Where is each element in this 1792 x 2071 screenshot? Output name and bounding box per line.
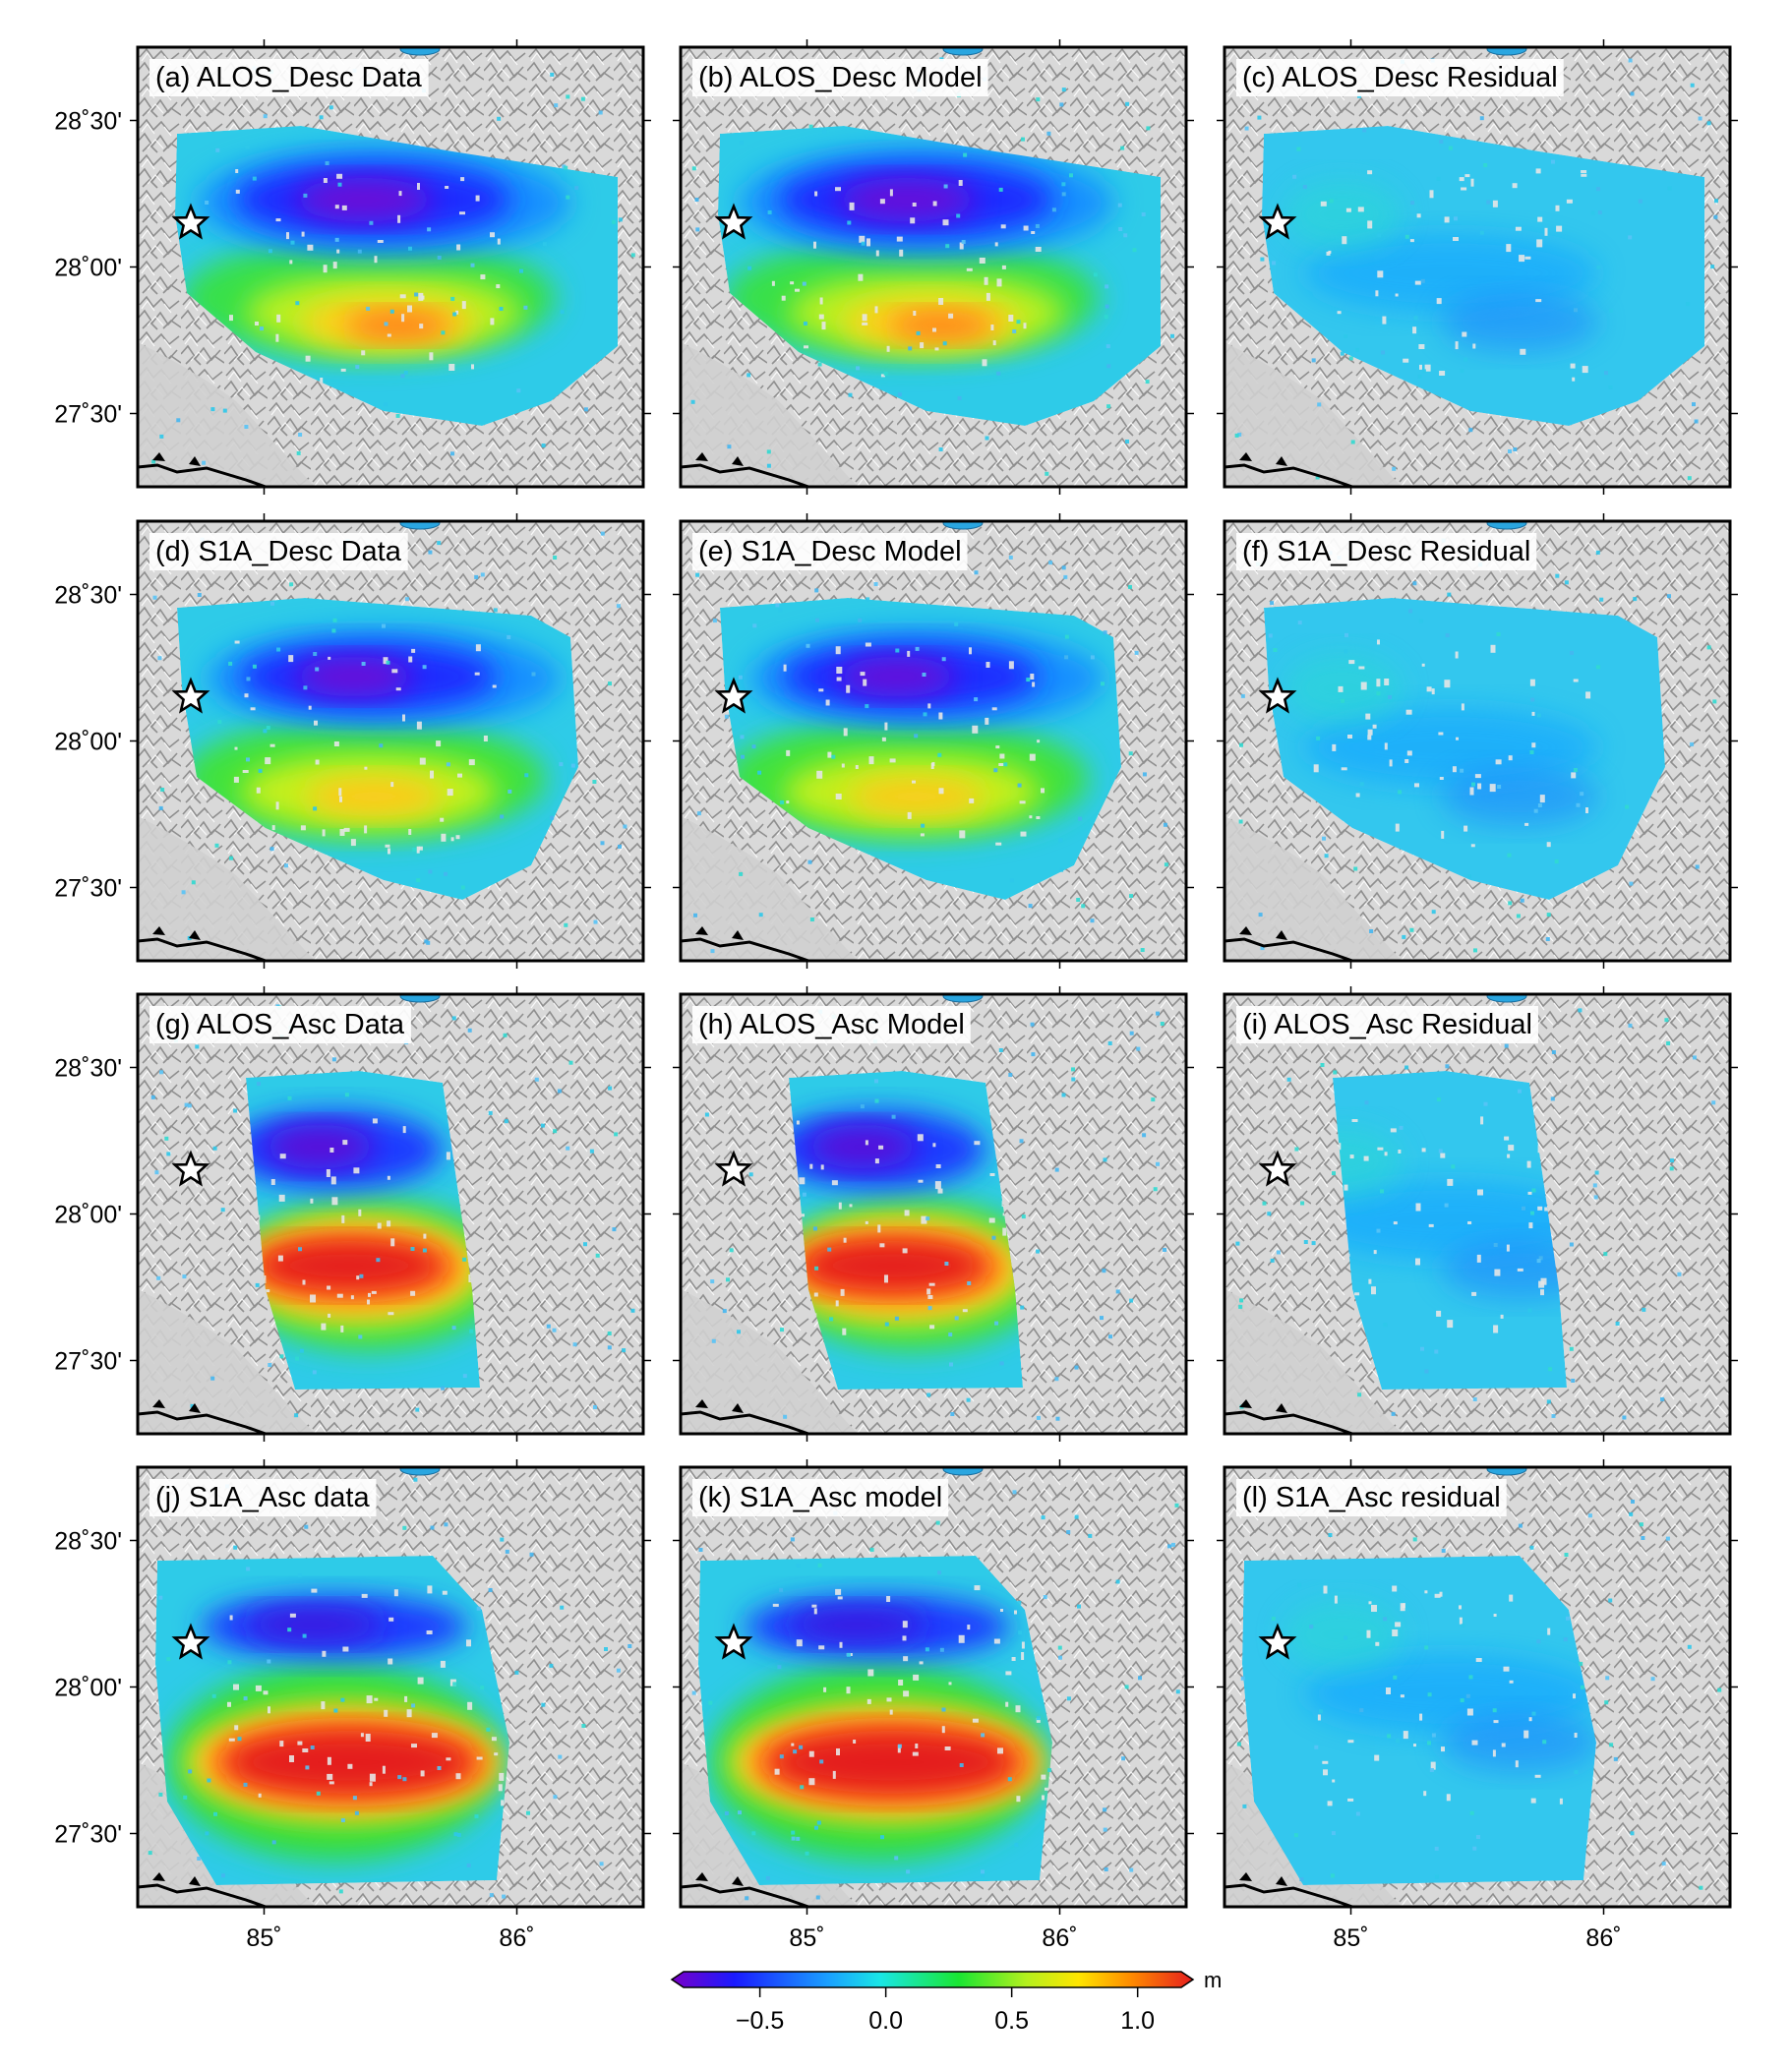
lat-tick-label: 27˚30' [54,1348,122,1376]
lat-tick-label: 28˚30' [54,108,122,136]
map-panel-l: (l) S1A_Asc residual 85˚ 86˚ [1217,1459,1738,1952]
panel-title: (f) S1A_Desc Residual [1242,536,1530,567]
border-line [138,1883,267,1907]
map-panel-h: (h) ALOS_Asc Model [673,986,1194,1442]
border-line [681,1883,809,1907]
lat-tick-label: 28˚00' [54,1675,122,1702]
lake-icon [1486,521,1527,530]
colorbar: −0.5 0.0 0.5 1.0 m [670,1968,1222,2035]
lake-icon [942,47,984,56]
displacement-field [152,531,627,945]
border-line [1225,1410,1353,1434]
displacement-field [693,547,1168,954]
colorbar-tick-label: −0.5 [736,2007,784,2035]
displacement-field [690,57,1174,476]
border-line [681,1410,809,1434]
lat-tick-label: 28˚00' [54,1202,122,1229]
map-panel-j: (j) S1A_Asc data 28˚30' 28˚00' 27˚30' 85˚ 86˚ [54,1459,651,1952]
lat-tick-label: 28˚30' [54,1528,122,1556]
map-panel-c: (c) ALOS_Desc Residual [1217,39,1738,495]
lon-tick-label: 85˚ [246,1924,281,1952]
lat-tick-label: 28˚00' [54,255,122,282]
border-line [1225,463,1353,487]
panel-title: (k) S1A_Asc model [698,1482,942,1513]
displacement-field [1235,1008,1716,1420]
lat-tick-label: 28˚00' [54,729,122,756]
panel-title: (g) ALOS_Asc Data [155,1009,405,1040]
lat-tick-label: 27˚30' [54,875,122,903]
lat-tick-label: 28˚30' [54,1055,122,1083]
panel-title: (a) ALOS_Desc Data [155,62,423,93]
border-line [138,1410,267,1434]
panel-grid: (a) ALOS_Desc Data 28˚30' 28˚00' 27˚30' (b) … [54,39,1738,1952]
displacement-field [1236,1482,1722,1890]
lake-icon [399,521,441,530]
lake-icon [1486,1467,1527,1476]
colorbar-tick-label: 0.5 [994,2007,1029,2035]
lake-icon [942,994,984,1003]
lat-tick-label: 28˚30' [54,582,122,610]
lat-tick-label: 27˚30' [54,1821,122,1849]
map-panel-b: (b) ALOS_Desc Model [673,39,1194,495]
map-panel-d: (d) S1A_Desc Data 28˚30' 28˚00' 27˚30' [54,513,651,969]
colorbar-tick-label: 0.0 [868,2007,903,2035]
border-line [1225,1883,1353,1907]
lake-icon [1486,47,1527,56]
displacement-field [151,66,635,465]
lake-icon [942,1467,984,1476]
displacement-field [150,1004,635,1418]
panel-title: (c) ALOS_Desc Residual [1242,62,1558,93]
displacement-field [1234,58,1718,481]
map-panel-f: (f) S1A_Desc Residual [1217,513,1738,969]
lake-icon [942,521,984,530]
panel-title: (e) S1A_Desc Model [698,536,962,567]
lake-icon [1486,994,1527,1003]
lon-tick-label: 85˚ [1333,1924,1368,1952]
colorbar-ticks: −0.5 0.0 0.5 1.0 [736,1987,1155,2035]
map-panel-i: (i) ALOS_Asc Residual [1217,986,1738,1442]
lon-tick-label: 86˚ [1042,1924,1077,1952]
map-panel-g: (g) ALOS_Asc Data 28˚30' 28˚00' 27˚30' [54,986,651,1442]
panel-title: (d) S1A_Desc Data [155,536,402,567]
panel-title: (h) ALOS_Asc Model [698,1009,965,1040]
lon-tick-label: 86˚ [499,1924,534,1952]
map-panel-a: (a) ALOS_Desc Data 28˚30' 28˚00' 27˚30' [54,39,651,495]
lon-tick-label: 85˚ [789,1924,824,1952]
displacement-field [704,1009,1167,1421]
colorbar-unit: m [1204,1968,1222,1992]
displacement-field [691,1490,1180,1901]
border-line [681,937,809,961]
lake-icon [399,47,441,56]
panel-title: (b) ALOS_Desc Model [698,62,983,93]
displacement-field [1238,538,1717,953]
lake-icon [399,1467,441,1476]
border-line [138,463,267,487]
lon-tick-label: 86˚ [1585,1924,1621,1952]
panel-title: (i) ALOS_Asc Residual [1242,1009,1532,1040]
colorbar-ramp [670,1971,1195,1988]
border-line [1225,937,1353,961]
lat-tick-label: 27˚30' [54,401,122,429]
border-line [681,463,809,487]
panel-title: (l) S1A_Asc residual [1242,1482,1501,1513]
colorbar-tick-label: 1.0 [1120,2007,1155,2035]
displacement-field [148,1477,632,1899]
map-panel-e: (e) S1A_Desc Model [673,513,1194,969]
map-panel-k: (k) S1A_Asc model 85˚ 86˚ [673,1459,1194,1952]
border-line [138,937,267,961]
lake-icon [399,994,441,1003]
panel-title: (j) S1A_Asc data [155,1482,370,1513]
